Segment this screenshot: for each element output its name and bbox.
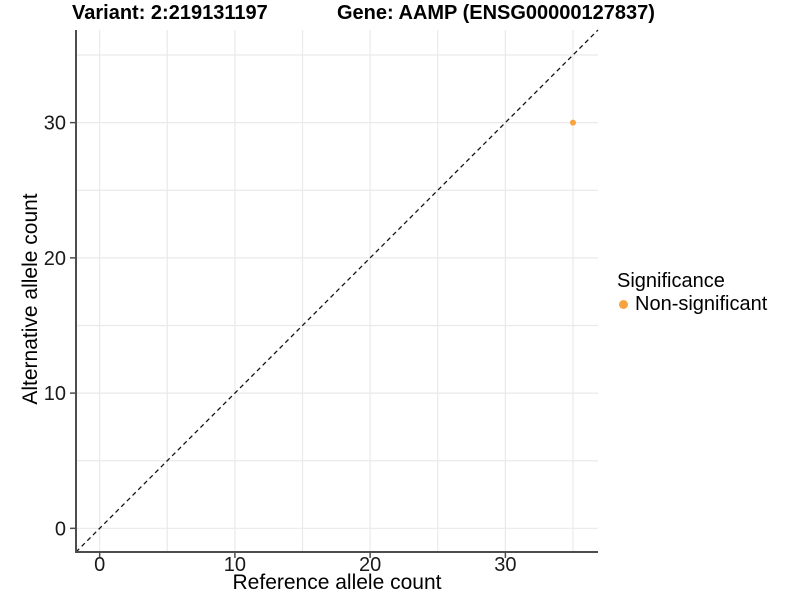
x-tick-label: 30 [494, 554, 516, 576]
data-point [569, 119, 576, 126]
x-axis-title: Reference allele count [232, 571, 442, 594]
x-tick-label: 20 [359, 554, 381, 576]
legend-title: Significance [617, 270, 725, 292]
identity-dashed-line [75, 29, 599, 553]
legend-item-label: Non-significant [635, 293, 768, 315]
gene-title: Gene: AAMP (ENSG00000127837) [337, 2, 655, 24]
y-tick-label: 30 [44, 113, 66, 135]
y-axis-title: Alternative allele count [19, 193, 42, 405]
variant-title: Variant: 2:219131197 [72, 2, 268, 24]
y-tick-label: 0 [55, 518, 66, 540]
legend-item: Non-significant [617, 294, 767, 314]
y-tick-label: 20 [44, 248, 66, 270]
legend-point-icon [619, 299, 628, 309]
x-tick-label: 0 [94, 554, 105, 576]
x-tick-label: 10 [224, 554, 246, 576]
legend: Significance Non-significant [617, 271, 767, 314]
y-tick-label: 10 [44, 383, 66, 405]
